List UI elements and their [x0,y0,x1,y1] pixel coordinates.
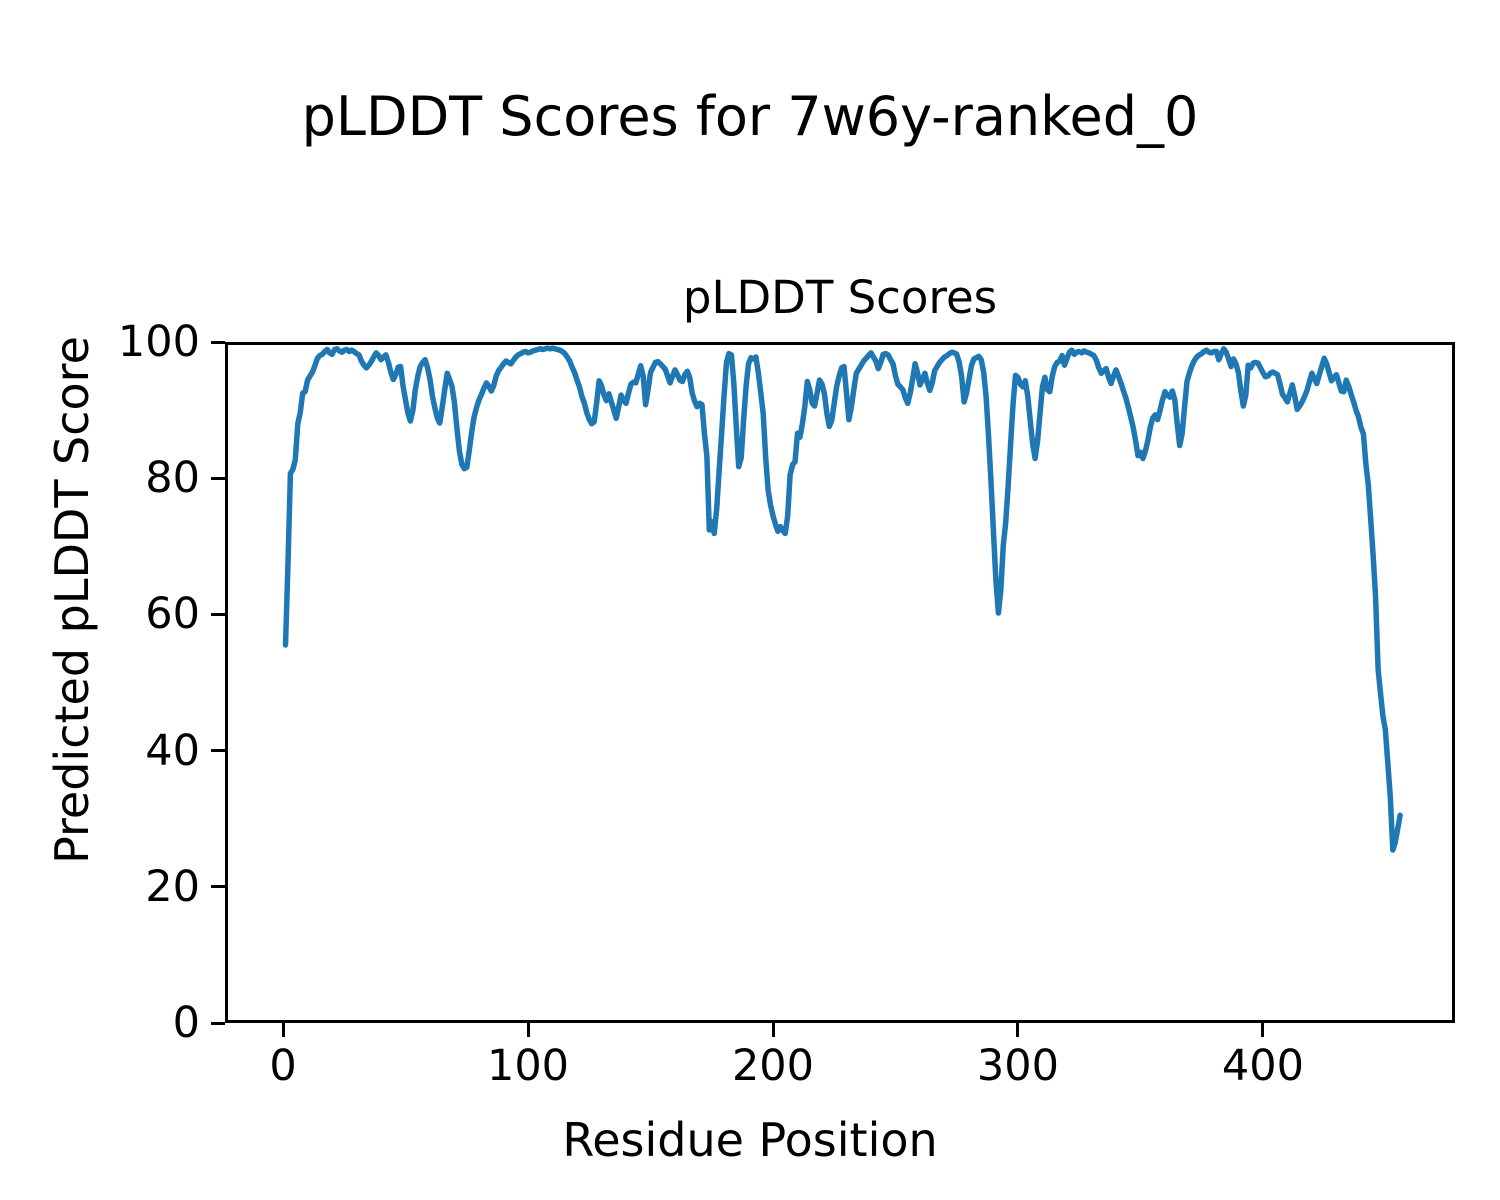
plot-area [225,342,1455,1023]
x-tick-label: 400 [1221,1041,1304,1091]
y-tick-mark [211,885,225,889]
y-tick-label: 20 [145,861,200,912]
x-axis-label: Residue Position [562,1113,938,1167]
line-chart [282,345,1403,853]
x-tick-label: 0 [269,1041,297,1091]
y-tick-mark [211,340,225,344]
y-tick-label: 40 [145,725,200,776]
x-tick-mark [281,1023,285,1037]
y-tick-mark [211,612,225,616]
y-tick-label: 0 [172,998,200,1048]
figure-title: pLDDT Scores for 7w6y-ranked_0 [301,85,1199,148]
x-tick-label: 300 [976,1041,1059,1091]
y-tick-label: 60 [145,589,200,640]
y-tick-mark [211,749,225,753]
x-tick-mark [526,1023,530,1037]
axes-title: pLDDT Scores [682,271,998,324]
y-tick-label: 100 [117,317,200,367]
y-tick-mark [211,476,225,480]
x-tick-label: 100 [486,1041,570,1091]
x-tick-mark [771,1023,775,1037]
x-tick-mark [1261,1023,1265,1037]
plddt-line [282,345,1403,853]
x-tick-label: 200 [731,1041,815,1091]
y-axis-label: Predicted pLDDT Score [45,336,99,864]
x-tick-mark [1016,1023,1020,1037]
y-tick-mark [211,1021,225,1025]
y-tick-label: 80 [145,453,200,504]
